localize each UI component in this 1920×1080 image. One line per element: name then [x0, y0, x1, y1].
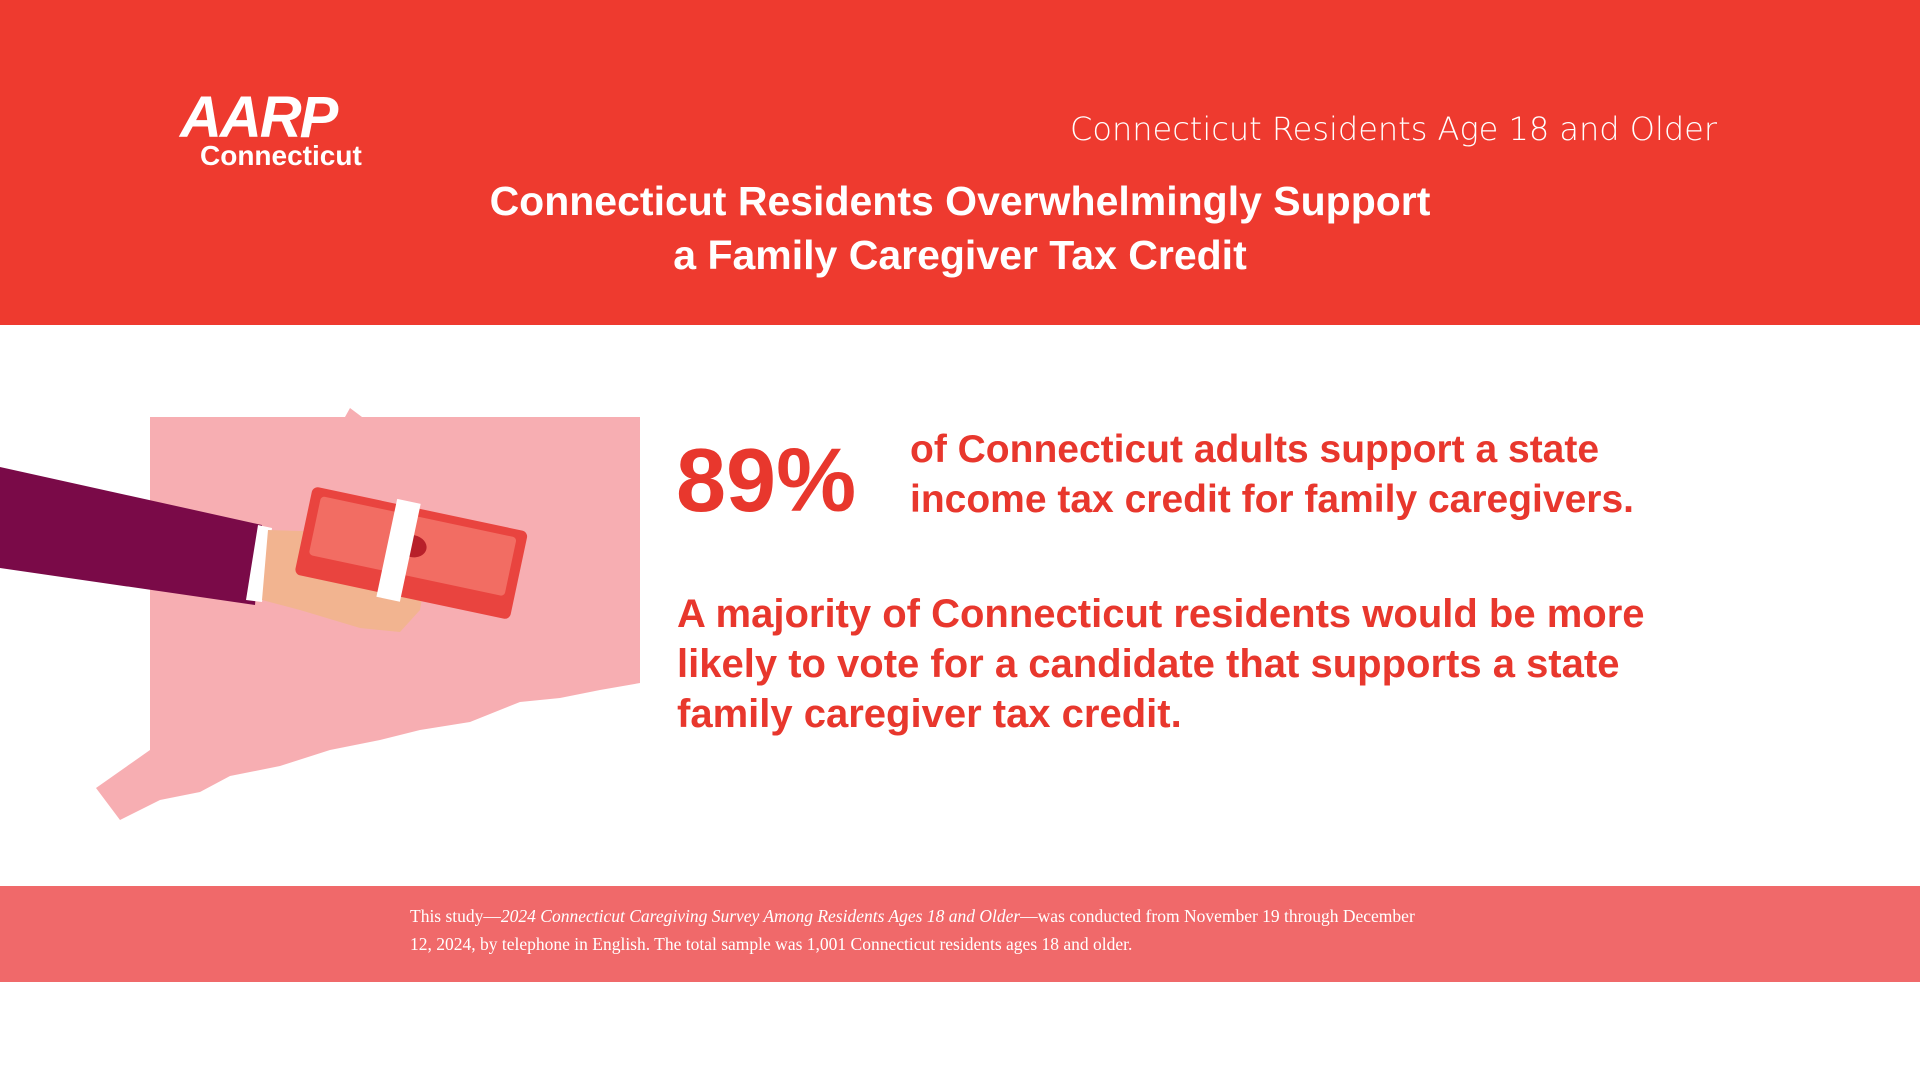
finding-text: likely to vote for a candidate that supp…	[677, 642, 1620, 686]
audience: Connecticut Residents Age 18 and Older	[1070, 110, 1717, 148]
footnote-text: This study—	[410, 906, 501, 926]
stat-text: income tax credit for family caregivers.	[910, 478, 1634, 521]
footer: This study—2024 Connecticut Caregiving S…	[0, 886, 1920, 982]
stat-text: of Connecticut adults support a state	[910, 428, 1600, 471]
stat-figure: 89%	[676, 431, 857, 531]
illustration	[0, 408, 640, 820]
finding-text: A majority of Connecticut residents woul…	[677, 592, 1645, 636]
finding-text: family caregiver tax credit.	[677, 692, 1182, 736]
logo: AARP	[180, 85, 338, 150]
title: a Family Caregiver Tax Credit	[673, 232, 1247, 278]
footnote-text: —was conducted from November 19 through …	[1020, 906, 1415, 926]
header: AARP Connecticut Connecticut Residents A…	[0, 0, 1920, 325]
footnote: This study—2024 Connecticut Caregiving S…	[410, 906, 1415, 927]
money	[295, 487, 528, 619]
survey-name: 2024 Connecticut Caregiving Survey Among…	[500, 906, 1021, 926]
sleeve	[0, 467, 262, 605]
logo-subtitle: Connecticut	[200, 140, 362, 171]
title: Connecticut Residents Overwhelmingly Sup…	[489, 178, 1431, 224]
cuff	[246, 525, 272, 602]
footnote-text: 12, 2024, by telephone in English. The t…	[410, 934, 1133, 954]
